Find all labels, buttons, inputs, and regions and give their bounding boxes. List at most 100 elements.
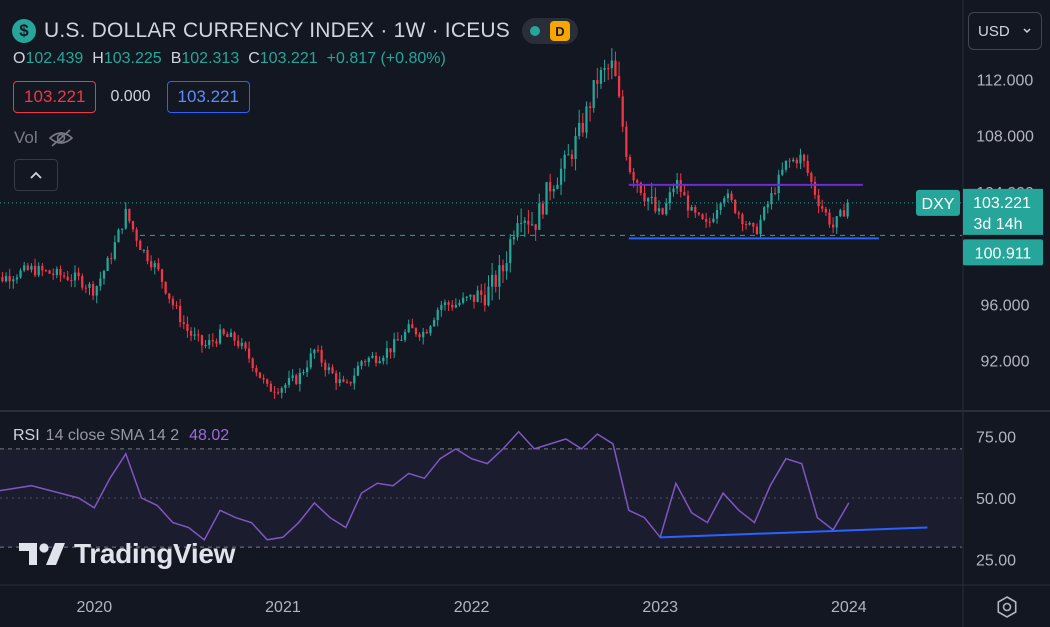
candle-body: [66, 276, 69, 281]
candle-body: [813, 181, 817, 196]
candle-body: [668, 192, 671, 204]
symbol-title[interactable]: U.S. DOLLAR CURRENCY INDEX · 1W · ICEUS: [44, 19, 510, 42]
candle-body: [661, 208, 664, 215]
settings-icon[interactable]: [996, 596, 1018, 618]
candle-body: [451, 304, 454, 308]
candle-body: [8, 276, 11, 282]
currency-value: USD: [978, 22, 1010, 40]
candle-body: [298, 372, 301, 385]
candle-body: [52, 273, 55, 275]
change-value: +0.817 (+0.80%): [326, 50, 446, 67]
trade-buttons: 103.221 0.000 103.221: [13, 81, 250, 113]
candle-body: [33, 265, 37, 276]
candle-body: [367, 357, 370, 363]
candle-body: [389, 348, 392, 353]
candle-body: [552, 189, 555, 192]
tradingview-logo[interactable]: TradingView: [18, 538, 235, 570]
candle-body: [168, 293, 171, 299]
candle-body: [726, 193, 730, 199]
sell-button[interactable]: 103.221: [13, 81, 97, 113]
candle-body: [527, 220, 530, 225]
candle-body: [617, 76, 621, 97]
candle-body: [284, 384, 287, 389]
candle-body: [545, 182, 548, 215]
candle-body: [182, 322, 185, 324]
level-tag-bg: [963, 239, 1043, 266]
candle-body: [632, 172, 635, 181]
candle-body: [342, 379, 345, 382]
candle-body: [204, 345, 207, 347]
collapse-legend-button[interactable]: [14, 159, 58, 191]
candle-body: [643, 193, 646, 202]
candle-body: [730, 193, 733, 201]
candle-body: [690, 207, 693, 211]
eye-hidden-icon[interactable]: [48, 128, 74, 148]
candle-body: [81, 276, 84, 288]
candle-body: [142, 249, 146, 251]
candle-body: [516, 223, 519, 238]
candle-body: [447, 302, 450, 305]
candle-body: [480, 290, 483, 295]
candle-body: [15, 277, 19, 280]
candle-body: [458, 302, 461, 305]
candle-body: [741, 214, 744, 225]
candle-body: [106, 258, 109, 271]
candle-body: [672, 188, 675, 193]
candle-body: [574, 136, 577, 159]
candle-body: [327, 367, 331, 371]
candle-body: [175, 305, 178, 307]
volume-legend[interactable]: Vol: [14, 128, 74, 148]
currency-selector[interactable]: USD: [968, 12, 1042, 50]
candle-body: [222, 329, 225, 335]
candle-body: [556, 184, 559, 190]
candle-body: [374, 355, 378, 364]
candle-body: [233, 332, 236, 341]
delayed-data-badge: D: [550, 21, 570, 41]
tradingview-logo-icon: [19, 543, 65, 565]
candle-body: [131, 221, 135, 230]
candle-body: [520, 222, 523, 224]
price-tick-label: 112.000: [977, 72, 1034, 89]
candle-body: [77, 272, 80, 277]
countdown-tag: 3d 14h: [974, 216, 1023, 233]
candle-body: [150, 261, 153, 268]
tradingview-wordmark: TradingView: [74, 538, 236, 569]
last-price-tag: 103.221: [973, 195, 1031, 212]
candle-body: [1, 277, 4, 282]
candle-body: [436, 309, 439, 321]
candle-body: [117, 229, 120, 243]
candle-body: [229, 332, 233, 337]
candle-body: [509, 239, 512, 264]
candle-body: [418, 334, 421, 338]
candle-body: [657, 208, 661, 212]
candle-body: [37, 266, 40, 276]
market-status-pill[interactable]: D: [522, 18, 578, 44]
candle-body: [291, 375, 294, 379]
candle-body: [763, 207, 766, 220]
bid-label: B: [170, 50, 182, 67]
candle-body: [596, 80, 599, 84]
candle-body: [694, 207, 697, 213]
candle-body: [534, 224, 537, 230]
last-price-tag-bg: [963, 188, 1043, 235]
rsi-legend[interactable]: RSI 14 close SMA 14 2 48.02: [13, 427, 229, 445]
candle-body: [432, 320, 436, 327]
candle-body: [255, 368, 258, 373]
candle-body: [802, 154, 806, 161]
symbol-header[interactable]: $ U.S. DOLLAR CURRENCY INDEX · 1W · ICEU…: [12, 18, 578, 44]
candle-body: [208, 340, 211, 346]
candle-body: [218, 329, 222, 344]
candle-body: [701, 214, 704, 220]
candle-body: [665, 203, 668, 215]
candle-body: [411, 324, 414, 329]
candle-body: [258, 372, 262, 378]
candle-body: [835, 216, 838, 228]
candle-body: [708, 221, 711, 223]
buy-button[interactable]: 103.221: [166, 81, 250, 113]
candle-body: [400, 339, 403, 341]
candle-body: [110, 258, 113, 260]
candle-body: [403, 332, 407, 340]
candle-body: [316, 349, 320, 351]
candle-body: [407, 324, 410, 333]
